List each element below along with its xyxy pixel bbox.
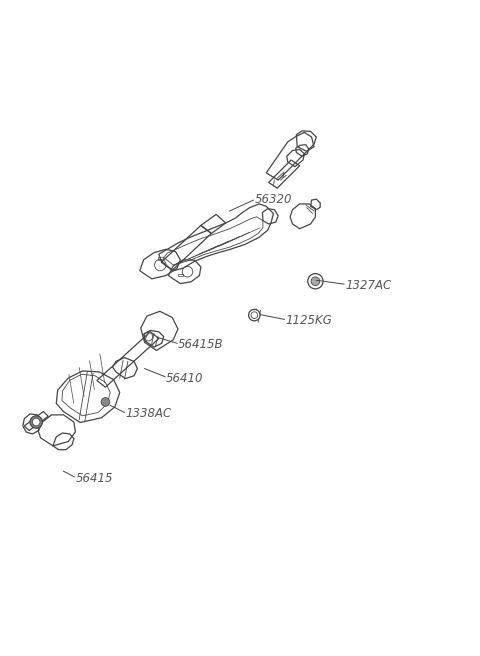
Circle shape [249,310,260,321]
Text: 1327AC: 1327AC [345,279,391,291]
Text: 1125KG: 1125KG [285,314,332,327]
Circle shape [33,418,40,426]
Circle shape [30,416,42,428]
Circle shape [311,277,320,285]
Text: 56320: 56320 [254,193,292,205]
Text: 56410: 56410 [166,371,204,384]
Text: 56415B: 56415B [178,338,224,351]
Text: 1338AC: 1338AC [125,407,172,420]
Circle shape [308,274,323,289]
Circle shape [101,398,110,406]
Text: 56415: 56415 [75,472,113,485]
